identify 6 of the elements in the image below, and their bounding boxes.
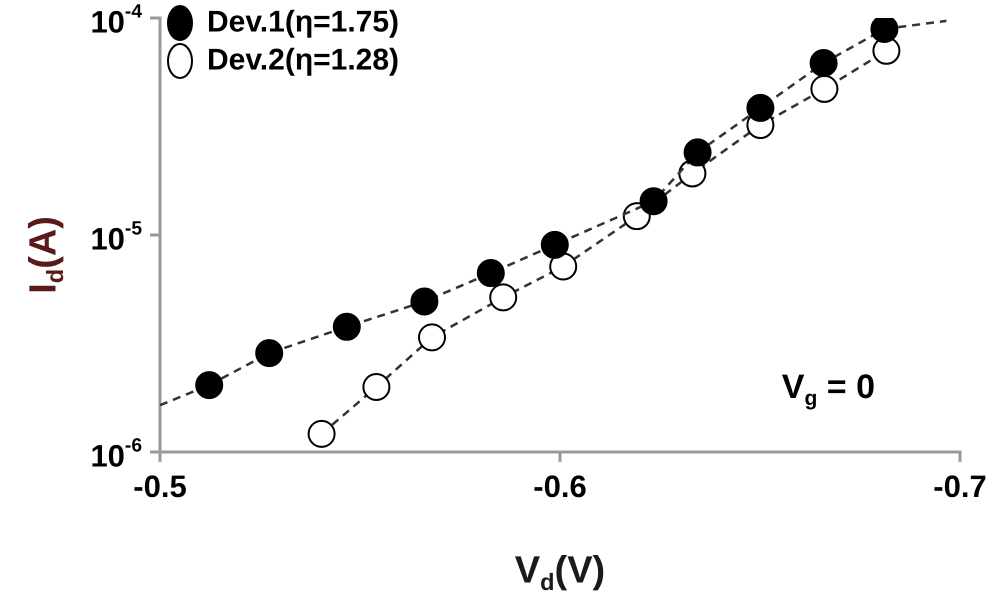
x-tick-label: -0.7 xyxy=(933,468,987,504)
legend-label: Dev.1(η=1.75) xyxy=(207,5,400,38)
legend-label: Dev.2(η=1.28) xyxy=(207,43,400,76)
y-axis-title: Id(A) xyxy=(22,216,68,294)
x-tick-label: -0.6 xyxy=(533,468,587,504)
x-tick-label: -0.5 xyxy=(133,468,187,504)
